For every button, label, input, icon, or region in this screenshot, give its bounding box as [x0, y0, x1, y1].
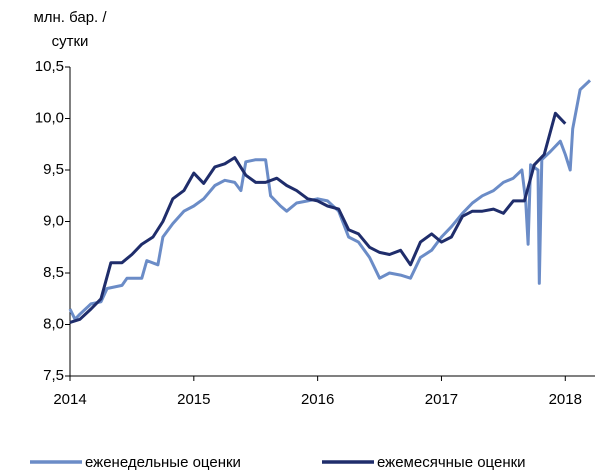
x-tick-label: 2015 [177, 391, 210, 408]
y-axis-label: сутки [52, 33, 89, 50]
y-tick-label: 10,0 [35, 109, 64, 126]
x-tick-label: 2014 [53, 391, 86, 408]
legend-label: еженедельные оценки [85, 454, 241, 470]
y-axis-label: млн. бар. / [33, 9, 107, 26]
y-tick-label: 9,5 [43, 161, 64, 178]
y-tick-label: 7,5 [43, 367, 64, 384]
y-tick-label: 9,0 [43, 212, 64, 229]
x-tick-label: 2016 [301, 391, 334, 408]
x-tick-label: 2018 [549, 391, 582, 408]
y-tick-label: 8,5 [43, 264, 64, 281]
series-line [69, 111, 567, 324]
y-tick-label: 8,0 [43, 315, 64, 332]
legend-label: ежемесячные оценки [377, 454, 526, 470]
y-tick-label: 10,5 [35, 58, 64, 75]
series-line [68, 79, 592, 321]
x-tick-label: 2017 [425, 391, 458, 408]
